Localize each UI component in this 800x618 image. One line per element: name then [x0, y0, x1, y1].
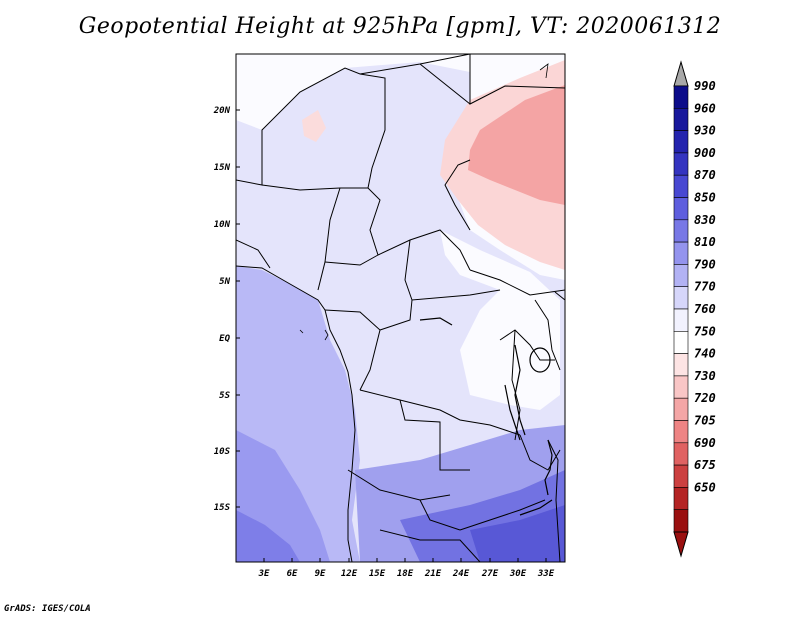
colorbar-label: 740 — [694, 347, 716, 361]
lon-label: 33E — [537, 569, 555, 579]
colorbar-swatch — [673, 487, 689, 510]
colorbar-label: 650 — [694, 480, 716, 494]
footer-credit: GrADS: IGES/COLA — [4, 604, 91, 614]
lon-label: 12E — [341, 569, 358, 579]
colorbar-label: 830 — [694, 213, 716, 227]
coastal-islands — [299, 63, 549, 341]
colorbar-swatch — [673, 286, 689, 310]
lon-label: 18E — [397, 569, 414, 579]
colorbar-swatch — [673, 219, 689, 243]
colorbar-swatch — [673, 353, 689, 377]
chart-title: Geopotential Height at 925hPa [gpm], VT:… — [78, 14, 722, 39]
lon-label: 6E — [287, 569, 298, 579]
colorbar-label: 760 — [694, 302, 716, 316]
colorbar-label: 720 — [694, 391, 716, 405]
colorbar-swatch — [673, 308, 689, 332]
colorbar-swatch — [673, 420, 689, 444]
field-sw-deep — [236, 510, 300, 562]
lat-label: 5N — [219, 277, 230, 287]
lon-label: 15E — [369, 569, 386, 579]
colorbar-bottom-arrow — [673, 531, 689, 558]
colorbar-swatch — [673, 241, 689, 265]
colorbar-swatch — [673, 108, 689, 131]
colorbar-swatch — [673, 464, 689, 488]
colorbar-swatch — [673, 397, 689, 421]
lon-label: 27E — [481, 569, 499, 579]
map-frame — [235, 53, 566, 563]
colorbar-swatch — [673, 442, 689, 466]
lon-label: 3E — [258, 569, 270, 579]
country-boundaries — [236, 54, 565, 562]
colorbar-label: 900 — [694, 146, 716, 160]
colorbar-swatch — [673, 85, 689, 109]
colorbar-swatch — [673, 174, 689, 198]
lon-axis: 3E 6E 9E 12E 15E 18E 21E 24E 27E 30E 33E — [258, 558, 555, 579]
field-se-deepest — [470, 505, 565, 562]
lon-label: 24E — [452, 569, 470, 579]
lat-label: 10S — [214, 447, 231, 457]
lat-label: EQ — [219, 334, 230, 344]
colorbar-swatch — [673, 152, 689, 176]
colorbar-label: 675 — [694, 458, 716, 472]
colorbar-label: 750 — [694, 324, 716, 338]
colorbar-label: 850 — [694, 191, 716, 205]
colorbar-label: 960 — [694, 101, 716, 115]
lat-label: 20N — [213, 106, 231, 116]
field-pink-ne-dark — [468, 85, 565, 205]
lakes — [419, 317, 553, 516]
colorbar-label: 810 — [694, 235, 716, 249]
colorbar-swatch — [673, 509, 689, 533]
colorbar-label: 705 — [694, 414, 716, 428]
field-white-central — [440, 230, 560, 410]
colorbar-swatch — [673, 330, 689, 354]
lat-label: 10N — [214, 220, 231, 230]
lon-label: 21E — [424, 569, 442, 579]
colorbar-label: 690 — [694, 436, 716, 450]
lat-label: 15N — [214, 163, 231, 173]
lat-axis: 20N 15N 10N 5N EQ 5S 10S 15S — [213, 106, 240, 513]
colorbar-swatch — [673, 197, 689, 221]
colorbar-swatch — [673, 130, 689, 154]
lat-label: 15S — [214, 503, 231, 513]
colorbar-label: 730 — [694, 369, 716, 383]
colorbar-swatch — [673, 264, 689, 287]
lon-label: 30E — [509, 569, 527, 579]
colorbar-label: 990 — [694, 79, 716, 93]
colorbar-label: 770 — [694, 280, 716, 294]
colorbar: 990 960 930 900 870 850 830 810 790 770 760 750 740 7… — [673, 60, 716, 558]
lat-label: 5S — [219, 391, 230, 401]
colorbar-swatch — [673, 375, 689, 399]
colorbar-top-arrow — [673, 60, 689, 87]
colorbar-label: 870 — [694, 168, 716, 182]
lon-label: 9E — [315, 569, 326, 579]
colorbar-label: 930 — [694, 124, 716, 138]
field-pink-nw — [302, 110, 326, 142]
colorbar-label: 790 — [694, 257, 716, 271]
